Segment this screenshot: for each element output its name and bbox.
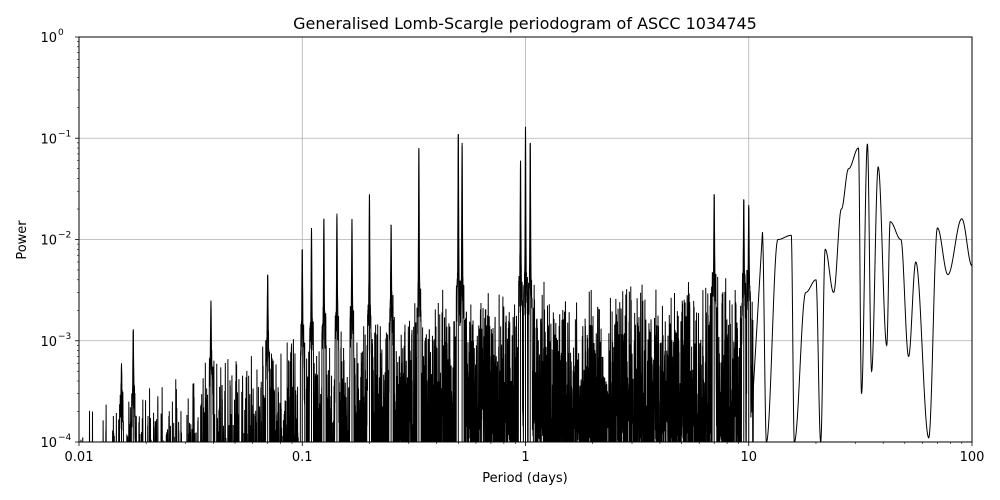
chart-title: Generalised Lomb-Scargle periodogram of … [293,14,757,33]
y-tick-base: 10 [40,335,57,350]
y-tick-exponent: −3 [58,332,71,342]
y-tick-exponent: −2 [58,231,71,241]
y-tick-exponent: −4 [58,433,72,443]
x-tick-label: 100 [960,450,985,465]
x-tick-label: 10 [740,450,757,465]
x-tick-label: 0.01 [65,450,94,465]
y-tick-label: 10 0 [40,28,64,46]
y-tick-base: 10 [40,436,57,451]
y-axis-label: Power [15,220,30,260]
power-series [80,126,972,442]
y-tick-label: 10 −4 [40,433,71,451]
x-tick-label: 1 [521,450,529,465]
y-tick-label: 10 −3 [40,332,71,350]
x-tick-label: 0.1 [292,450,313,465]
periodogram-line [80,128,972,442]
y-tick-label: 10 −1 [40,129,71,147]
x-axis-ticks: 0.01 0.1 1 10 100 [65,442,985,465]
y-tick-exponent: −1 [58,129,71,139]
y-tick-exponent: 0 [58,28,64,38]
y-tick-base: 10 [40,234,57,249]
y-tick-base: 10 [40,31,57,46]
y-tick-label: 10 −2 [40,231,71,249]
y-tick-base: 10 [40,132,57,147]
x-axis-label: Period (days) [482,471,568,486]
